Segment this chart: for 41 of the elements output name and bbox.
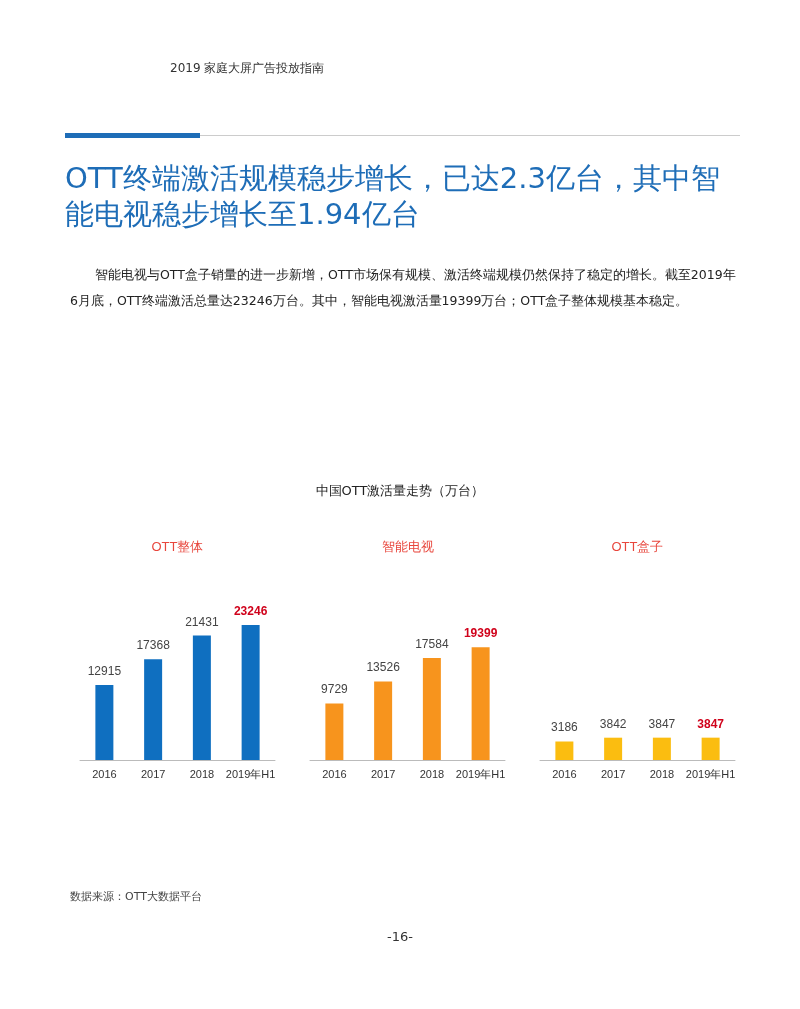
x-tick-label: 2017: [600, 767, 626, 780]
chart-title: OTT整体: [151, 539, 204, 554]
data-label: 3842: [599, 716, 627, 731]
data-label: 17368: [136, 638, 171, 653]
chart-title: 智能电视: [381, 539, 434, 554]
text: OTT终端激活规模稳步增长，已达2.3亿台，其中智能电视稳步增长至1.94亿台: [65, 160, 721, 232]
x-tick-label: 2019年H1: [685, 767, 736, 780]
source-note: 数据来源：OTT大数据平台: [70, 889, 202, 904]
bar: [95, 685, 114, 760]
bar: [192, 635, 211, 760]
chart-title: OTT盒子: [611, 539, 664, 554]
text: 智能电视与OTT盒子销量的进一步新增，OTT市场保有规模、激活终端规模仍然保持了稳定的增长。截至2019年6月底，OTT终端激活总量达23246万台。其中，智能电视激活量19399万台；OTT盒子整体规模基本稳定。: [70, 266, 737, 310]
bar: [144, 659, 163, 760]
data-label: 13526: [366, 660, 401, 675]
x-tick-label: 2019年H1: [455, 767, 506, 780]
x-tick-label: 2018: [649, 767, 675, 780]
text: -16-: [386, 929, 414, 944]
text: 中国OTT激活量走势（万台）: [314, 482, 486, 500]
x-tick-label: 2018: [419, 767, 445, 780]
x-tick-label: 2017: [370, 767, 396, 780]
bar: [241, 625, 260, 760]
x-tick-label: 2016: [92, 767, 117, 780]
data-label: 12915: [87, 664, 122, 678]
bar: [422, 657, 441, 760]
x-tick-label: 2018: [189, 767, 215, 780]
data-label: 17584: [415, 636, 449, 651]
data-label: 3847: [697, 716, 725, 731]
bar: [325, 703, 344, 760]
data-label: 9729: [321, 682, 349, 697]
data-label: 3186: [551, 720, 579, 735]
bar: [374, 681, 393, 760]
data-label: 19399: [463, 626, 498, 641]
text: 2019 家庭大屏广告投放指南: [170, 60, 325, 77]
x-tick-label: 2017: [140, 767, 166, 780]
data-label: 23246: [233, 604, 268, 618]
data-label: 21431: [185, 614, 219, 629]
x-tick-label: 2016: [322, 767, 347, 780]
x-tick-label: 2016: [552, 767, 577, 780]
data-label: 3847: [648, 716, 676, 731]
bar: [471, 647, 490, 760]
x-tick-label: 2019年H1: [225, 767, 276, 780]
